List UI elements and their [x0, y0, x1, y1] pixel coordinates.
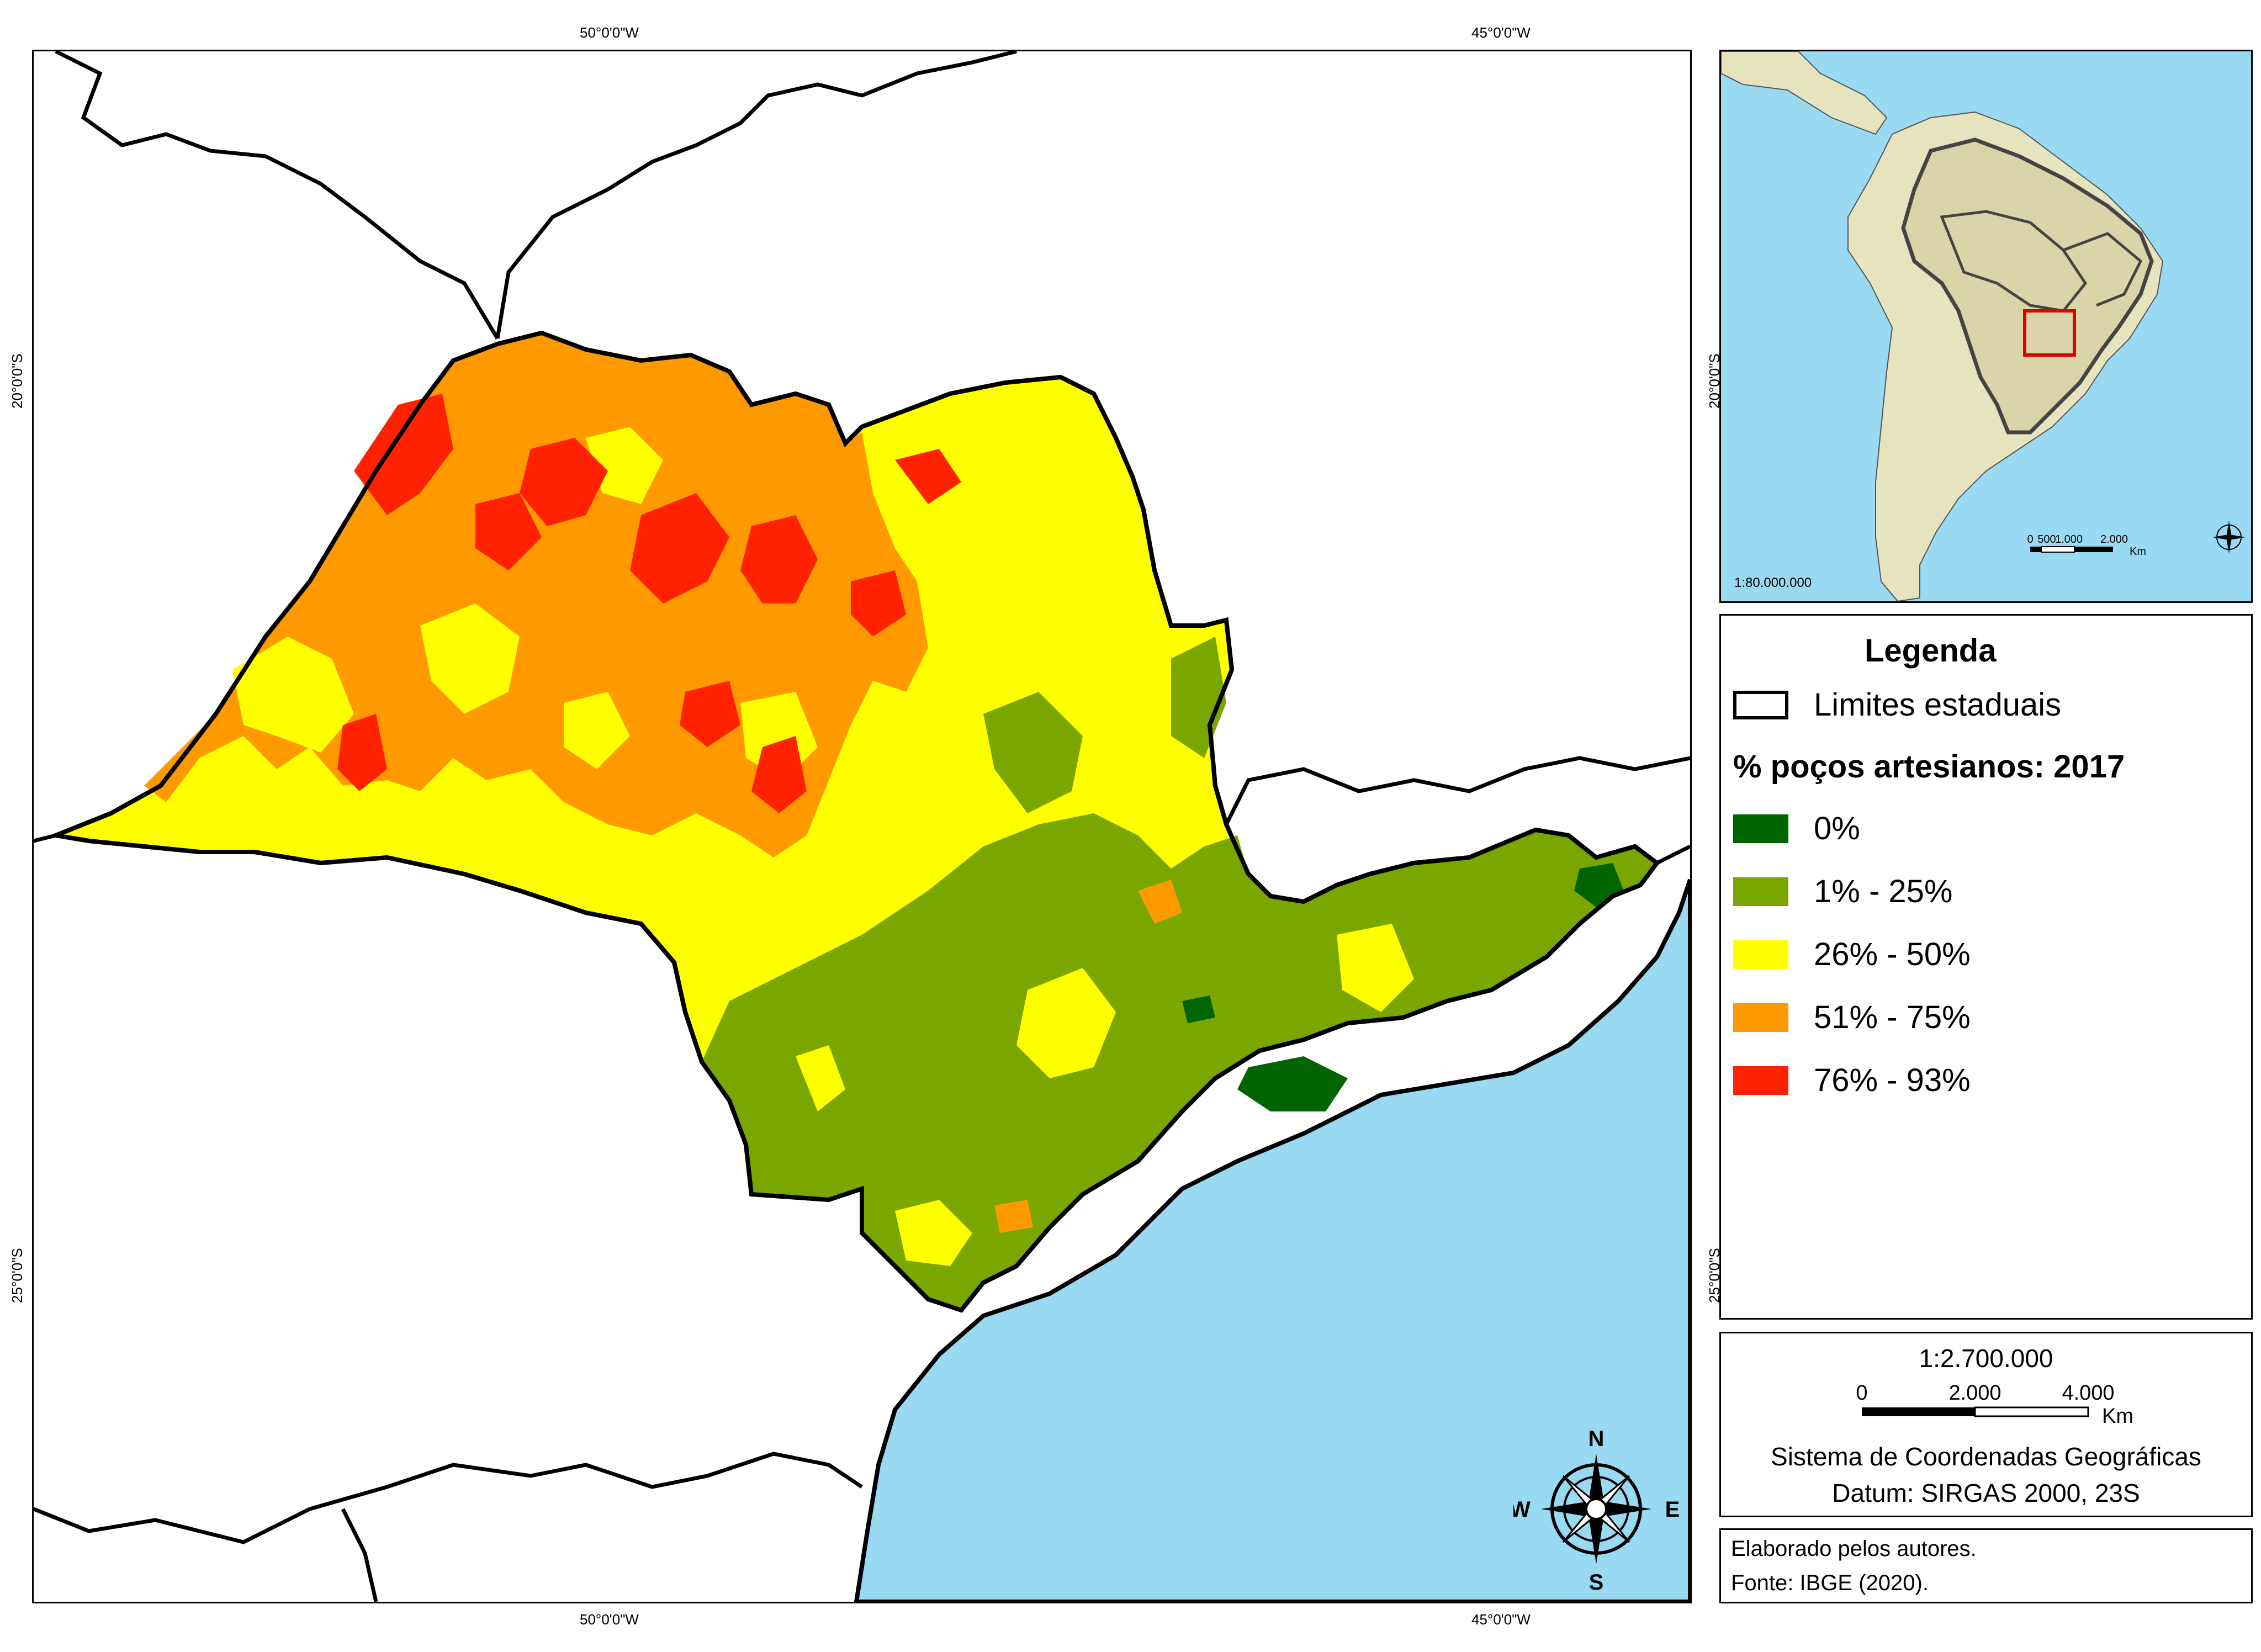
credit-author: Elaborado pelos autores. [1731, 1537, 1977, 1561]
inset-scale-tick-1000: 1.000 [2055, 533, 2083, 546]
credit-source: Fonte: IBGE (2020). [1731, 1571, 1929, 1595]
inset-scale-unit: Km [2130, 546, 2146, 558]
legend-box: Legenda Limites estaduais % poços artesi… [1719, 614, 2253, 1320]
datum: Datum: SIRGAS 2000, 23S [1832, 1479, 2140, 1507]
lon-label-top-right: 45°0'0"W [1471, 24, 1531, 41]
swatch-4 [1733, 1066, 1788, 1095]
inset-scale-tick-2000: 2.000 [2100, 533, 2128, 546]
swatch-3 [1733, 1003, 1788, 1032]
inset-scale-tick-0: 0 [2027, 533, 2033, 546]
main-map [34, 51, 1690, 1602]
legend-label-1: 1% - 25% [1814, 873, 1953, 909]
lon-label-top-left: 50°0'0"W [580, 24, 639, 41]
scale-unit: Km [2102, 1405, 2133, 1428]
inset-scale-tick-500: 500 [2037, 533, 2056, 546]
swatch-1 [1733, 877, 1788, 906]
inset-scale-ratio: 1:80.000.000 [1734, 575, 1812, 590]
inset-map-frame: 0 500 1.000 2.000 Km 1:80.000.000 [1719, 50, 2253, 603]
coordinate-system: Sistema de Coordenadas Geográficas [1771, 1442, 2201, 1471]
scale-tick-4000: 4.000 [2062, 1381, 2114, 1405]
legend-item-1: 1% - 25% [1733, 873, 1952, 910]
scale-tick-0: 0 [1856, 1381, 1867, 1405]
lon-label-bottom-left: 50°0'0"W [580, 1611, 639, 1628]
lon-label-bottom-right: 45°0'0"W [1471, 1611, 1531, 1628]
west-label: W [1513, 1497, 1531, 1522]
inset-map: 0 500 1.000 2.000 Km 1:80.000.000 [1721, 51, 2246, 601]
swatch-0 [1733, 814, 1788, 843]
north-label: N [1588, 1427, 1605, 1451]
region-dark-green [1237, 1056, 1348, 1111]
legend-label-2: 26% - 50% [1814, 936, 1971, 972]
boundary-swatch [1733, 690, 1788, 719]
scale-tick-2000: 2.000 [1948, 1381, 2001, 1405]
region-red [354, 394, 453, 515]
main-map-frame: N S E W [32, 50, 1692, 1603]
compass-rose-icon: N S E W [1513, 1427, 1679, 1592]
legend-item-4: 76% - 93% [1733, 1062, 1971, 1099]
credits-box: Elaborado pelos autores. Fonte: IBGE (20… [1719, 1528, 2253, 1603]
swatch-2 [1733, 940, 1788, 969]
scalebar: 0 2.000 4.000 Km [1856, 1381, 2133, 1428]
state-boundary [55, 51, 500, 340]
scale-ratio: 1:2.700.000 [1919, 1344, 2053, 1373]
lat-label-left-lower: 25°0'0"S [9, 1248, 25, 1303]
lat-label-left-upper: 20°0'0"S [9, 353, 25, 409]
legend-title: Legenda [1865, 633, 1997, 669]
study-area-highlight [2023, 309, 2076, 357]
region-green-se [702, 813, 1657, 1310]
legend-label-4: 76% - 93% [1814, 1062, 1971, 1098]
legend-item-0: 0% [1733, 810, 1860, 847]
ocean [854, 878, 1690, 1602]
boundary-label: Limites estaduais [1814, 687, 2062, 723]
legend-label-3: 51% - 75% [1814, 999, 1971, 1035]
legend-label-0: 0% [1814, 811, 1860, 846]
legend-subtitle: % poços artesianos: 2017 [1733, 749, 2125, 785]
legend-item-3: 51% - 75% [1733, 999, 1971, 1036]
scale-box: 1:2.700.000 0 2.000 4.000 Km Sistema de … [1719, 1332, 2253, 1517]
inset-compass-icon [2212, 521, 2246, 554]
legend-item-boundary: Limites estaduais [1733, 686, 2061, 723]
legend-item-2: 26% - 50% [1733, 936, 1971, 973]
east-label: E [1665, 1497, 1679, 1522]
south-label: S [1589, 1570, 1604, 1592]
